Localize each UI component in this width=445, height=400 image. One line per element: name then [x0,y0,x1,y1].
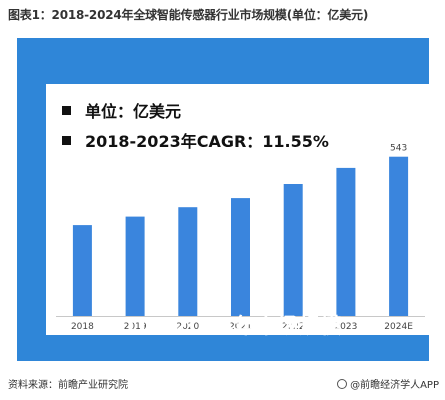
x-tick-label: 2021 [229,322,252,332]
brand-logo-icon [337,378,348,389]
chart-frame: 单位：亿美元 2018-2023年CAGR：11.55% 2018 2019 202… [17,38,435,361]
bar-2024E [389,156,409,316]
unit-text: 单位：亿美元 [85,102,182,121]
x-tick-label: 2020 [176,322,199,332]
data-label: 543 [390,144,407,154]
chart-panel: 单位：亿美元 2018-2023年CAGR：11.55% 2018 2019 202… [46,84,435,335]
bar-2019 [125,216,145,316]
square-bullet-icon [62,135,71,145]
bar-2023 [336,167,356,316]
bar-2020 [178,207,198,316]
source-note: 资料来源：前瞻产业研究院 [8,380,128,391]
bar-chart: 2018 2019 2020 2021 2022 2023 2024E 543 [56,144,425,332]
figure-title: 图表1：2018-2024年全球智能传感器行业市场规模(单位：亿美元) [8,8,369,22]
cagr-note: 2018-2023年CAGR：11.55% [62,128,329,152]
bar-2021 [231,198,250,316]
unit-note: 单位：亿美元 [62,98,181,122]
x-tick-label: 2019 [124,322,147,332]
bar-2022 [283,184,303,316]
x-tick-label: 2023 [334,322,357,332]
cagr-text: 2018-2023年CAGR：11.55% [85,132,329,151]
x-tick-label: 2024E [384,322,413,332]
square-bullet-icon [62,105,71,115]
brand-credit: @前瞻经济学人APP [337,376,439,391]
x-tick-label: 2022 [282,322,305,332]
bar-2018 [72,225,92,316]
band-title: 2018-2024年市场规模 [104,314,342,338]
brand-text: @前瞻经济学人APP [350,380,439,391]
x-tick-label: 2018 [71,322,94,332]
